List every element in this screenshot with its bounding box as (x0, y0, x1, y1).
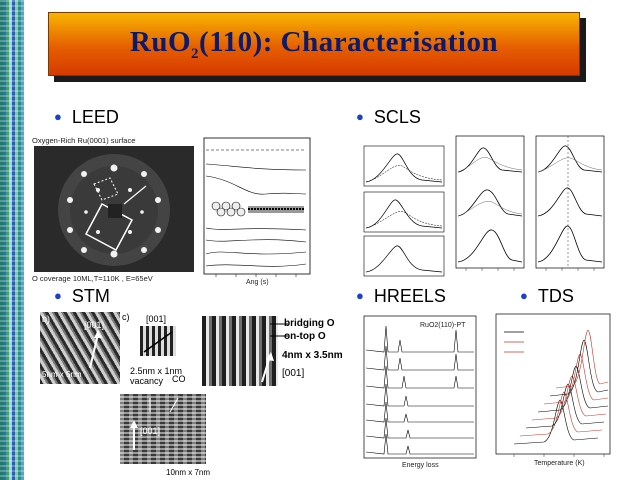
bullet-hreels: ● HREELS (356, 286, 446, 306)
stm-panel-b-label: b) (42, 314, 51, 324)
stm-c-inset-arrow (143, 331, 173, 353)
stm-ontop-label: on-top O (284, 331, 326, 342)
hreels-spectra (363, 315, 477, 459)
leed-photo-figure: Oxygen-Rich Ru(0001) surface O coverage … (28, 134, 204, 286)
scls-spectra-left (363, 145, 445, 277)
stm-image-c: [001] (120, 394, 206, 464)
stm-c-direction-top: [001] (146, 314, 167, 324)
tds-xlabel: Temperature (K) (534, 460, 585, 467)
stm-c-direction: [001] (140, 426, 161, 436)
tds-spectra (495, 313, 611, 457)
hreels-plot: RuO2(110)-PT Energy loss (344, 310, 482, 472)
stm-d-direction: [001] (282, 368, 305, 379)
bullet-leed: ● LEED (54, 107, 119, 127)
scls-spectra-right (535, 135, 605, 271)
stm-d-scale: 4nm x 3.5nm (282, 350, 343, 361)
stm-panel-c-label: c) (122, 312, 130, 322)
stm-c-arrows (130, 397, 179, 450)
stm-d-arrow (261, 352, 274, 383)
leed-plot-xlabel: Ang (s) (246, 279, 269, 286)
stm-bridging-label: bridging O (284, 318, 335, 329)
bullet-scls: ● SCLS (356, 107, 421, 127)
stm-image-d (202, 316, 278, 386)
stm-vacancy-label: 2.5nm x 1nm vacancy (130, 366, 183, 386)
bullet-stm: ● STM (54, 286, 110, 306)
stm-image-b: b) [001] 5nm x 5nm (40, 312, 120, 384)
scls-plot-right (532, 128, 608, 280)
page-title: RuO2(110): Characterisation (129, 25, 499, 62)
stm-b-scale: 5nm x 5nm (42, 370, 82, 379)
leed-photo-footer: O coverage 10ML,T=110K , E=65eV (32, 274, 153, 283)
stm-c-inset (140, 326, 176, 356)
stm-co-label: CO (172, 374, 186, 384)
stm-b-direction: [001] (84, 320, 105, 330)
leed-pattern-image (34, 146, 194, 272)
scls-spectra-middle (455, 135, 525, 271)
scls-plot-middle (452, 128, 528, 280)
title-banner: RuO2(110): Characterisation (48, 12, 580, 76)
leed-iv-plot: Ang (s) (196, 136, 314, 288)
hreels-plot-label: RuO2(110)-PT (420, 322, 466, 329)
stm-d-pointer-lines (270, 323, 288, 337)
leed-iv-curves (203, 137, 311, 277)
scls-plot-left (352, 132, 448, 282)
decorative-stripe (0, 0, 24, 480)
tds-plot: Temperature (K) (494, 312, 612, 472)
bullet-tds: ● TDS (520, 286, 574, 306)
leed-photo-caption: Oxygen-Rich Ru(0001) surface (32, 136, 136, 145)
hreels-xlabel: Energy loss (402, 462, 439, 469)
stm-c-scale: 10nm x 7nm (166, 468, 211, 477)
stm-b-arrow (89, 330, 102, 369)
